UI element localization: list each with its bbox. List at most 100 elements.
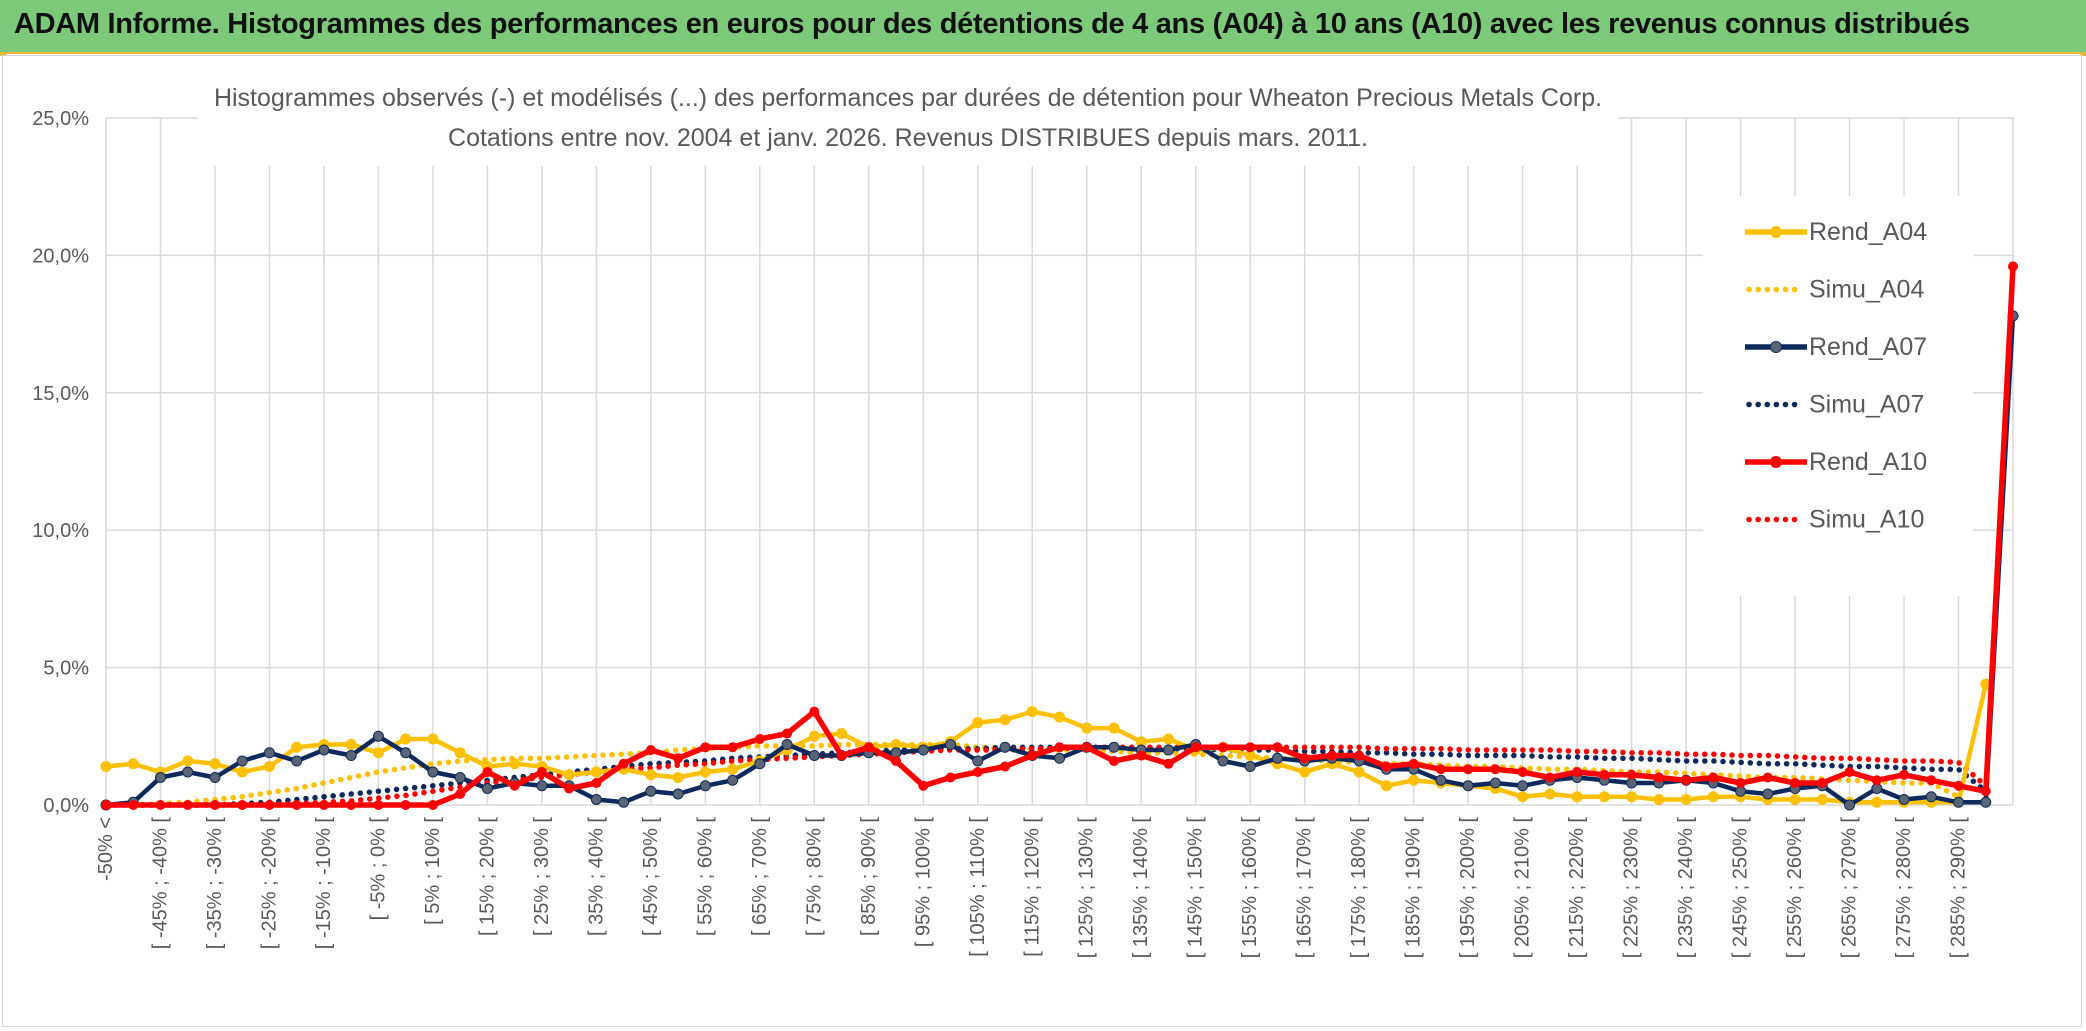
data-point-rend_a10 xyxy=(1735,778,1746,789)
data-point-rend_a07 xyxy=(263,747,275,759)
data-point-rend_a04 xyxy=(1680,794,1692,806)
data-point-rend_a04 xyxy=(1081,722,1093,734)
legend-marker-rend_a07 xyxy=(1770,341,1782,353)
data-point-rend_a04 xyxy=(291,741,303,753)
x-tick-label: [ 65% ; 70% [ xyxy=(749,817,771,936)
x-tick-label: [ -35% ; -30% [ xyxy=(204,817,226,950)
data-point-rend_a07 xyxy=(1898,794,1910,806)
data-point-rend_a07 xyxy=(972,755,984,767)
data-point-rend_a10 xyxy=(645,745,656,756)
header-accent-right xyxy=(2080,52,2086,56)
data-point-rend_a10 xyxy=(1408,758,1419,769)
data-point-rend_a10 xyxy=(482,767,493,778)
data-point-rend_a10 xyxy=(1108,756,1119,767)
data-point-rend_a10 xyxy=(1054,742,1065,753)
chart-title: Histogrammes observés (-) et modélisés (… xyxy=(214,84,1602,112)
data-point-rend_a07 xyxy=(154,772,166,784)
data-point-rend_a07 xyxy=(618,796,630,808)
x-tick-label: [ 15% ; 20% [ xyxy=(476,817,498,936)
data-point-rend_a10 xyxy=(1381,761,1392,772)
data-point-rend_a10 xyxy=(863,742,874,753)
data-point-rend_a10 xyxy=(1681,775,1692,786)
data-point-rend_a10 xyxy=(1626,769,1637,780)
data-point-rend_a04 xyxy=(836,728,848,740)
data-point-rend_a07 xyxy=(999,741,1011,753)
data-point-rend_a07 xyxy=(808,750,820,762)
data-point-rend_a04 xyxy=(1162,733,1174,745)
report-header: ADAM Informe. Histogrammes des performan… xyxy=(0,0,2086,54)
x-tick-label: [ -5% ; 0% [ xyxy=(367,817,389,921)
data-point-rend_a07 xyxy=(1054,752,1065,764)
data-point-rend_a10 xyxy=(809,706,820,717)
data-point-rend_a07 xyxy=(427,766,439,778)
data-point-rend_a10 xyxy=(891,756,902,767)
x-tick-label: [ 125% ; 130% [ xyxy=(1076,817,1098,959)
data-point-rend_a04 xyxy=(590,766,602,778)
data-point-rend_a10 xyxy=(346,800,357,810)
data-point-rend_a10 xyxy=(1790,778,1801,789)
data-point-rend_a07 xyxy=(454,772,466,784)
x-tick-label: [ 175% ; 180% [ xyxy=(1348,817,1370,959)
data-point-rend_a07 xyxy=(1217,755,1229,767)
x-tick-label: [ -15% ; -10% [ xyxy=(313,817,335,950)
data-point-rend_a04 xyxy=(672,772,684,784)
chart-subtitle: Cotations entre nov. 2004 et janv. 2026.… xyxy=(448,124,1368,152)
data-point-rend_a04 xyxy=(699,766,711,778)
data-point-rend_a07 xyxy=(1980,796,1992,808)
x-tick-label: [ 5% ; 10% [ xyxy=(422,817,444,925)
x-tick-label: [ 35% ; 40% [ xyxy=(585,817,607,936)
legend-label-simu_a10: Simu_A10 xyxy=(1809,506,1924,534)
data-point-rend_a07 xyxy=(400,747,412,759)
data-point-rend_a10 xyxy=(673,753,684,764)
data-point-rend_a10 xyxy=(1871,775,1882,786)
data-point-rend_a07 xyxy=(1271,752,1283,764)
data-point-rend_a10 xyxy=(1980,786,1991,797)
data-point-rend_a10 xyxy=(291,800,302,810)
data-point-rend_a10 xyxy=(1081,742,1092,753)
data-point-rend_a04 xyxy=(1598,791,1610,803)
data-point-rend_a10 xyxy=(591,778,602,789)
data-point-rend_a10 xyxy=(455,789,466,800)
data-point-rend_a04 xyxy=(1054,711,1065,723)
data-point-rend_a04 xyxy=(1571,791,1583,803)
data-point-rend_a07 xyxy=(1517,780,1529,792)
data-point-rend_a10 xyxy=(182,800,193,810)
data-point-rend_a07 xyxy=(536,780,548,792)
data-point-rend_a07 xyxy=(318,744,330,756)
data-point-rend_a10 xyxy=(972,767,983,778)
data-point-rend_a10 xyxy=(101,800,111,810)
data-point-rend_a10 xyxy=(155,800,166,810)
x-tick-label: [ 165% ; 170% [ xyxy=(1294,817,1316,959)
x-tick-label: [ -25% ; -20% [ xyxy=(258,817,280,950)
x-tick-label: [ 25% ; 30% [ xyxy=(531,817,553,936)
x-tick-label: [ 75% ; 80% [ xyxy=(803,817,825,936)
y-tick-label: 0,0% xyxy=(43,795,89,817)
data-point-rend_a07 xyxy=(645,785,657,797)
data-point-rend_a10 xyxy=(1027,750,1038,761)
data-point-rend_a07 xyxy=(1489,777,1501,789)
x-tick-label: [ 85% ; 90% [ xyxy=(858,817,880,936)
data-point-rend_a07 xyxy=(1844,799,1856,811)
data-point-rend_a10 xyxy=(1599,769,1610,780)
data-point-rend_a07 xyxy=(1162,744,1174,756)
x-tick-label: [ 275% ; 280% [ xyxy=(1893,817,1915,959)
x-tick-label: [ 285% ; 290% [ xyxy=(1948,817,1970,959)
data-point-rend_a07 xyxy=(1925,791,1937,803)
legend-marker-rend_a10 xyxy=(1770,456,1782,468)
title-background xyxy=(198,76,1618,166)
data-point-rend_a10 xyxy=(209,800,220,810)
y-tick-label: 15,0% xyxy=(32,383,89,405)
data-point-rend_a10 xyxy=(1953,780,1964,791)
data-point-rend_a04 xyxy=(1517,791,1529,803)
data-point-rend_a04 xyxy=(345,739,357,751)
data-point-rend_a10 xyxy=(1217,742,1228,753)
y-tick-label: 25,0% xyxy=(32,108,89,130)
data-point-rend_a10 xyxy=(1463,764,1474,775)
data-point-rend_a04 xyxy=(127,758,139,770)
data-point-rend_a10 xyxy=(128,800,139,810)
legend-label-rend_a07: Rend_A07 xyxy=(1809,333,1927,361)
x-tick-label: [ 105% ; 110% [ xyxy=(967,817,989,957)
data-point-rend_a10 xyxy=(264,800,275,810)
data-point-rend_a04 xyxy=(1707,791,1719,803)
data-point-rend_a04 xyxy=(1299,766,1311,778)
